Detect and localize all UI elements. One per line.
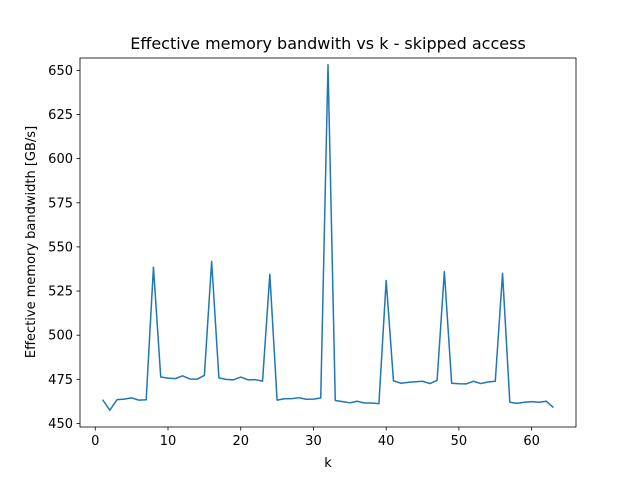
y-tick-label: 625: [48, 108, 73, 123]
x-tick-label: 60: [523, 434, 540, 449]
y-tick-label: 575: [48, 196, 73, 211]
x-tick-label: 20: [232, 434, 249, 449]
y-tick-label: 525: [48, 285, 73, 300]
y-tick-label: 650: [48, 64, 73, 79]
x-tick-label: 50: [451, 434, 468, 449]
plot-area: [79, 57, 577, 428]
x-tick-label: 0: [91, 434, 99, 449]
series-line: [101, 63, 554, 411]
y-tick-label: 600: [48, 152, 73, 167]
x-tick-label: 30: [305, 434, 322, 449]
axes-frame: [79, 57, 577, 428]
y-tick-label: 500: [48, 329, 73, 344]
y-tick-label: 550: [48, 240, 73, 255]
x-tick-label: 40: [378, 434, 395, 449]
y-axis-ticks: 450 475 500 525 550 575 600 625 650: [48, 64, 80, 432]
y-axis-label: Effective memory bandwidth [GB/s]: [24, 126, 39, 358]
x-tick-label: 10: [160, 434, 177, 449]
x-axis-label: k: [324, 456, 332, 471]
y-tick-label: 475: [48, 373, 73, 388]
x-axis-ticks: 0 10 20 30 40 50 60: [91, 427, 540, 449]
chart-title: Effective memory bandwith vs k - skipped…: [130, 34, 526, 53]
y-tick-label: 450: [48, 417, 73, 432]
